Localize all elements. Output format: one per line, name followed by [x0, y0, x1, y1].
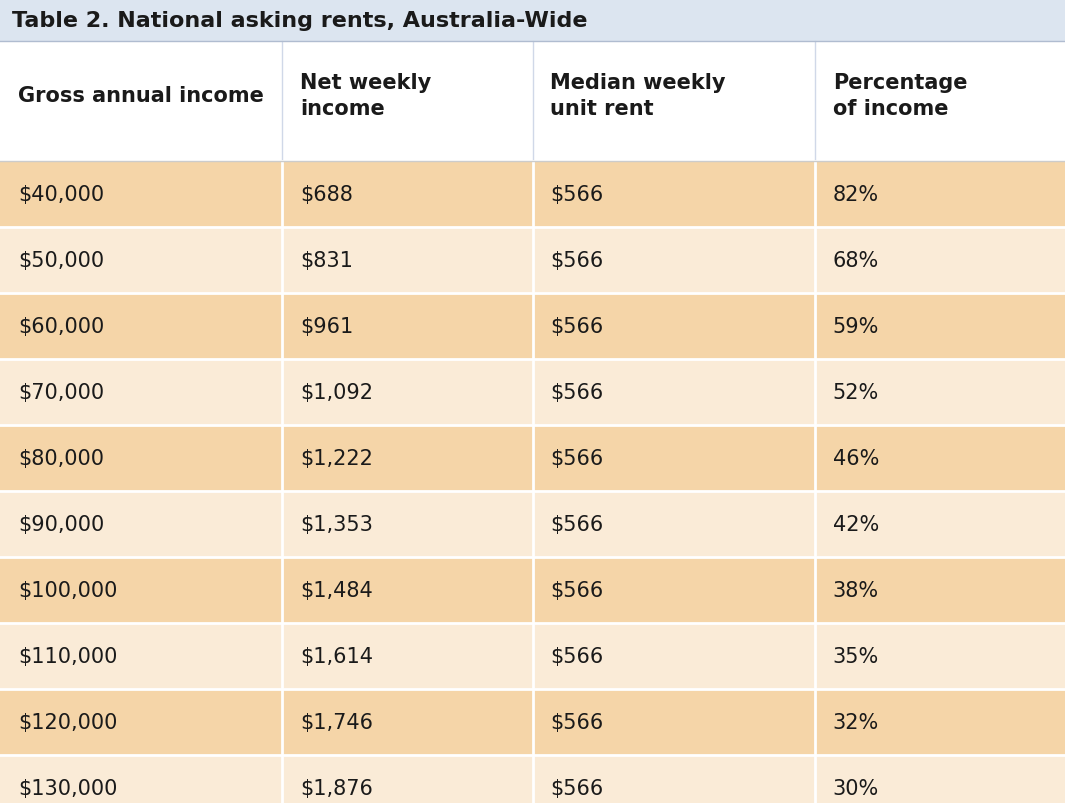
Text: 59%: 59% [833, 316, 879, 336]
Text: Percentage
of income: Percentage of income [833, 73, 967, 119]
Text: $1,614: $1,614 [300, 646, 373, 666]
Text: $566: $566 [551, 448, 604, 468]
Bar [0, 294, 1065, 360]
Text: $50,000: $50,000 [18, 251, 104, 271]
Bar [0, 689, 1065, 755]
Bar [0, 360, 1065, 426]
Text: $566: $566 [551, 382, 604, 402]
Text: $1,222: $1,222 [300, 448, 373, 468]
Text: $566: $566 [551, 581, 604, 601]
Bar [0, 0, 1065, 42]
Text: $40,000: $40,000 [18, 185, 104, 205]
Text: 52%: 52% [833, 382, 879, 402]
Text: $831: $831 [300, 251, 354, 271]
Text: Net weekly
income: Net weekly income [300, 73, 431, 119]
Bar [0, 161, 1065, 228]
Text: 46%: 46% [833, 448, 879, 468]
Bar [0, 755, 1065, 803]
Text: $130,000: $130,000 [18, 778, 117, 798]
Text: $110,000: $110,000 [18, 646, 117, 666]
Bar [0, 426, 1065, 491]
Text: Median weekly
unit rent: Median weekly unit rent [551, 73, 726, 119]
Text: $1,353: $1,353 [300, 515, 373, 534]
Text: $100,000: $100,000 [18, 581, 117, 601]
Bar [0, 228, 1065, 294]
Text: 35%: 35% [833, 646, 879, 666]
Text: $566: $566 [551, 515, 604, 534]
Text: $120,000: $120,000 [18, 712, 117, 732]
Text: 38%: 38% [833, 581, 879, 601]
Text: $566: $566 [551, 646, 604, 666]
Text: Table 2. National asking rents, Australia-Wide: Table 2. National asking rents, Australi… [12, 11, 588, 31]
Bar [0, 491, 1065, 557]
Text: 32%: 32% [833, 712, 879, 732]
Text: 68%: 68% [833, 251, 879, 271]
Bar [0, 557, 1065, 623]
Text: 42%: 42% [833, 515, 879, 534]
Text: $566: $566 [551, 185, 604, 205]
Text: $90,000: $90,000 [18, 515, 104, 534]
Text: $566: $566 [551, 712, 604, 732]
Text: 82%: 82% [833, 185, 879, 205]
Bar [0, 623, 1065, 689]
Text: $1,484: $1,484 [300, 581, 373, 601]
Text: $80,000: $80,000 [18, 448, 104, 468]
Text: $688: $688 [300, 185, 354, 205]
Text: $566: $566 [551, 778, 604, 798]
Text: $70,000: $70,000 [18, 382, 104, 402]
Text: $961: $961 [300, 316, 354, 336]
Text: $1,092: $1,092 [300, 382, 373, 402]
Text: Gross annual income: Gross annual income [18, 86, 264, 106]
Text: $1,876: $1,876 [300, 778, 373, 798]
Text: $566: $566 [551, 316, 604, 336]
Text: $60,000: $60,000 [18, 316, 104, 336]
Text: 30%: 30% [833, 778, 879, 798]
Text: $1,746: $1,746 [300, 712, 373, 732]
Text: $566: $566 [551, 251, 604, 271]
Bar [0, 42, 1065, 161]
